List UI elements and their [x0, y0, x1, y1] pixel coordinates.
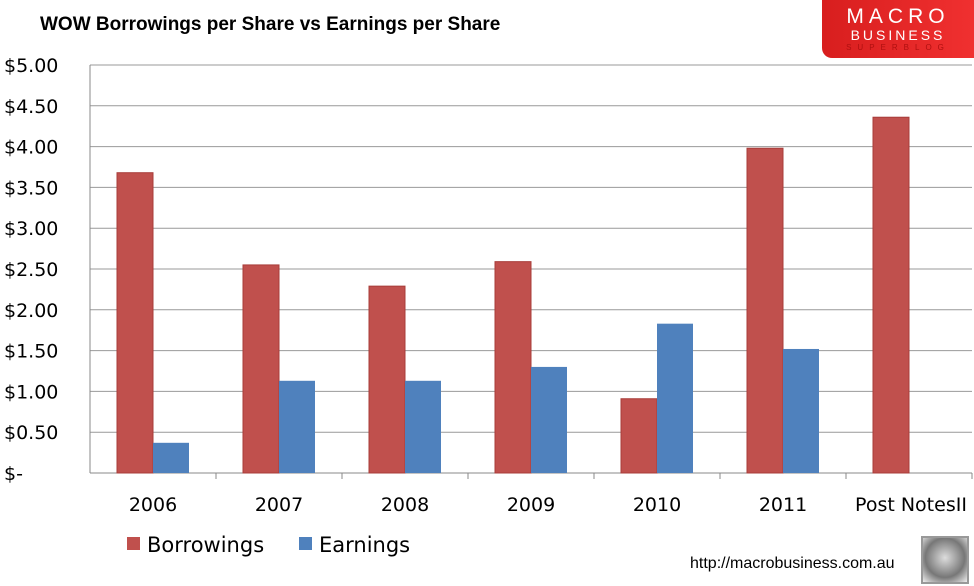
- x-tick-label: 2009: [507, 494, 555, 516]
- earnings-bar: [531, 366, 567, 473]
- legend-swatch-borrowings: [127, 537, 140, 550]
- earnings-bar: [279, 380, 315, 473]
- x-tick-label: 2006: [129, 494, 177, 516]
- borrowings-bar: [620, 398, 658, 474]
- x-tick-label: 2010: [633, 494, 681, 516]
- chart-title: WOW Borrowings per Share vs Earnings per…: [40, 14, 501, 35]
- y-tick-label: $1.00: [4, 381, 58, 403]
- legend-label-earnings: Earnings: [319, 533, 410, 557]
- earnings-bar: [657, 323, 693, 473]
- earnings-bar: [405, 380, 441, 473]
- y-tick-label: $4.00: [4, 137, 58, 159]
- logo-line3: SUPERBLOG: [846, 43, 950, 52]
- source-url[interactable]: http://macrobusiness.com.au: [690, 555, 895, 572]
- earnings-bar: [783, 348, 819, 473]
- fox-avatar-image: [921, 536, 969, 584]
- earnings-bar: [153, 442, 189, 473]
- y-tick-label: $0.50: [4, 422, 58, 444]
- borrowings-bar: [242, 264, 280, 474]
- y-tick-label: $2.00: [4, 300, 58, 322]
- borrowings-bar: [494, 261, 532, 474]
- y-tick-label: $5.00: [4, 55, 58, 77]
- borrowings-bar: [368, 285, 406, 474]
- y-tick-label: $-: [4, 463, 23, 485]
- y-tick-label: $3.00: [4, 218, 58, 240]
- borrowings-bar: [116, 172, 154, 474]
- logo-line2: BUSINESS: [850, 27, 946, 43]
- borrowings-bar: [872, 116, 910, 474]
- logo-line1: MACRO: [846, 5, 950, 28]
- y-tick-label: $2.50: [4, 259, 58, 281]
- borrowings-bar: [746, 147, 784, 474]
- x-tick-label: Post NotesII: [855, 494, 967, 516]
- x-tick-label: 2011: [759, 494, 807, 516]
- x-tick-label: 2007: [255, 494, 303, 516]
- x-tick-label: 2008: [381, 494, 429, 516]
- y-tick-label: $4.50: [4, 96, 58, 118]
- macrobusiness-logo: MACRO BUSINESS SUPERBLOG: [822, 0, 974, 58]
- y-tick-label: $1.50: [4, 341, 58, 363]
- legend-label-borrowings: Borrowings: [147, 533, 264, 557]
- y-tick-label: $3.50: [4, 177, 58, 199]
- legend-swatch-earnings: [299, 537, 312, 550]
